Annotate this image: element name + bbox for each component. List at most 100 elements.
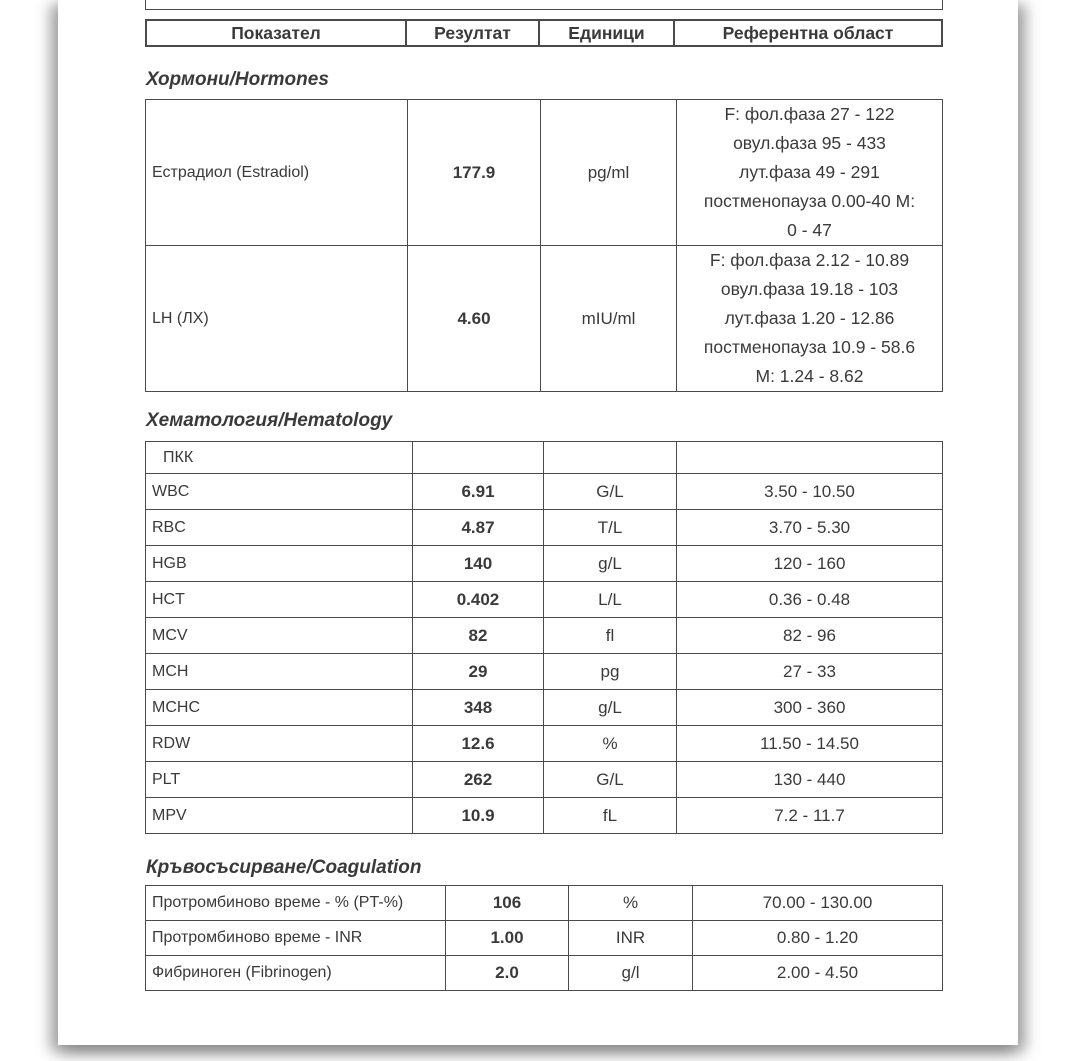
section-title-hematology: Хематология/Hematology — [146, 410, 393, 431]
units-cell: g/L — [543, 545, 677, 582]
empty-cell — [543, 441, 677, 474]
table-row-mchc: MCHC 348 g/L 300 - 360 — [145, 689, 943, 726]
hematology-table: ПКК WBC 6.91 G/L 3.50 - 10.50 RBC 4.87 T… — [145, 441, 943, 834]
result-cell: 82 — [412, 617, 544, 654]
reference-line: постменопауза 10.9 - 58.6 — [703, 337, 916, 357]
reference-line: F: фол.фаза 2.12 - 10.89 — [709, 250, 910, 270]
table-row-estradiol: Естрадиол (Estradiol) 177.9 pg/ml F: фол… — [145, 99, 943, 246]
hormones-table: Естрадиол (Estradiol) 177.9 pg/ml F: фол… — [145, 99, 943, 392]
result-cell: 1.00 — [445, 920, 569, 956]
result-cell: 2.0 — [445, 955, 569, 991]
reference-cell: 70.00 - 130.00 — [692, 885, 943, 921]
result-cell: 348 — [412, 689, 544, 726]
reference-line: лут.фаза 49 - 291 — [739, 162, 880, 182]
parameter-name-cell: LH (ЛХ) — [145, 245, 408, 392]
units-cell: G/L — [543, 473, 677, 510]
result-cell: 106 — [445, 885, 569, 921]
reference-cell: 120 - 160 — [676, 545, 943, 582]
reference-line: лут.фаза 1.20 - 12.86 — [724, 308, 895, 328]
parameter-name-cell: Протромбиново време - INR — [145, 920, 446, 956]
reference-line: постменопауза 0.00-40 М: — [703, 191, 916, 211]
table-row-group-pkk: ПКК — [145, 441, 943, 474]
table-row-hgb: HGB 140 g/L 120 - 160 — [145, 545, 943, 582]
table-row-rdw: RDW 12.6 % 11.50 - 14.50 — [145, 725, 943, 762]
reference-cell: F: фол.фаза 27 - 122 овул.фаза 95 - 433 … — [676, 99, 943, 246]
header-result: Резултат — [405, 19, 540, 47]
column-header-table: Показател Резултат Единици Референтна об… — [145, 19, 943, 47]
parameter-name-cell: HCT — [145, 581, 413, 618]
units-cell: pg/ml — [540, 99, 677, 246]
parameter-name-cell: HGB — [145, 545, 413, 582]
header-units: Единици — [538, 19, 675, 47]
table-row-mcv: MCV 82 fl 82 - 96 — [145, 617, 943, 654]
units-cell: L/L — [543, 581, 677, 618]
result-cell: 177.9 — [407, 99, 541, 246]
parameter-name-cell: Естрадиол (Estradiol) — [145, 99, 408, 246]
parameter-name-cell: RDW — [145, 725, 413, 762]
header-parameter: Показател — [145, 19, 407, 47]
table-row-pt-percent: Протромбиново време - % (PT-%) 106 % 70.… — [145, 885, 943, 921]
units-cell: pg — [543, 653, 677, 690]
reference-cell: 27 - 33 — [676, 653, 943, 690]
section-title-hormones: Хормони/Hormones — [146, 69, 329, 90]
table-row-lh: LH (ЛХ) 4.60 mIU/ml F: фол.фаза 2.12 - 1… — [145, 245, 943, 392]
parameter-name-cell: MCH — [145, 653, 413, 690]
reference-cell: 0.80 - 1.20 — [692, 920, 943, 956]
units-cell: T/L — [543, 509, 677, 546]
parameter-name-cell: MCV — [145, 617, 413, 654]
table-row-hct: HCT 0.402 L/L 0.36 - 0.48 — [145, 581, 943, 618]
reference-line: овул.фаза 19.18 - 103 — [720, 279, 899, 299]
report-content: Показател Резултат Единици Референтна об… — [145, 0, 943, 991]
parameter-name-cell: MCHC — [145, 689, 413, 726]
table-row-plt: PLT 262 G/L 130 - 440 — [145, 761, 943, 798]
units-cell: G/L — [543, 761, 677, 798]
result-cell: 29 — [412, 653, 544, 690]
header-reference: Референтна област — [673, 19, 943, 47]
empty-cell — [676, 441, 943, 474]
result-cell: 4.60 — [407, 245, 541, 392]
parameter-name-cell: Протромбиново време - % (PT-%) — [145, 885, 446, 921]
reference-line: овул.фаза 95 - 433 — [733, 133, 886, 153]
reference-line: F: фол.фаза 27 - 122 — [724, 104, 895, 124]
section-title-coagulation: Кръвосъсирване/Coagulation — [146, 857, 422, 878]
result-cell: 10.9 — [412, 797, 544, 834]
parameter-name-cell: PLT — [145, 761, 413, 798]
reference-cell: 11.50 - 14.50 — [676, 725, 943, 762]
reference-cell: 130 - 440 — [676, 761, 943, 798]
coagulation-table: Протромбиново време - % (PT-%) 106 % 70.… — [145, 885, 943, 991]
result-cell: 6.91 — [412, 473, 544, 510]
reference-cell: 82 - 96 — [676, 617, 943, 654]
parameter-name-cell: RBC — [145, 509, 413, 546]
header-row: Показател Резултат Единици Референтна об… — [145, 19, 943, 47]
parameter-name-cell: MPV — [145, 797, 413, 834]
table-row-pt-inr: Протромбиново време - INR 1.00 INR 0.80 … — [145, 920, 943, 956]
reference-line: 0 - 47 — [787, 220, 832, 240]
group-label-cell: ПКК — [145, 441, 413, 474]
units-cell: mIU/ml — [540, 245, 677, 392]
result-cell: 4.87 — [412, 509, 544, 546]
units-cell: fl — [543, 617, 677, 654]
units-cell: fL — [543, 797, 677, 834]
result-cell: 12.6 — [412, 725, 544, 762]
units-cell: g/l — [568, 955, 693, 991]
reference-line: М: 1.24 - 8.62 — [755, 366, 864, 386]
units-cell: g/L — [543, 689, 677, 726]
result-cell: 0.402 — [412, 581, 544, 618]
units-cell: % — [568, 885, 693, 921]
parameter-name-cell: Фибриноген (Fibrinogen) — [145, 955, 446, 991]
table-row-rbc: RBC 4.87 T/L 3.70 - 5.30 — [145, 509, 943, 546]
result-cell: 262 — [412, 761, 544, 798]
table-row-mpv: MPV 10.9 fL 7.2 - 11.7 — [145, 797, 943, 834]
reference-cell: F: фол.фаза 2.12 - 10.89 овул.фаза 19.18… — [676, 245, 943, 392]
reference-cell: 3.70 - 5.30 — [676, 509, 943, 546]
cropped-previous-row-edge — [145, 0, 943, 10]
result-cell: 140 — [412, 545, 544, 582]
reference-cell: 3.50 - 10.50 — [676, 473, 943, 510]
reference-cell: 2.00 - 4.50 — [692, 955, 943, 991]
reference-cell: 0.36 - 0.48 — [676, 581, 943, 618]
document-page: Показател Резултат Единици Референтна об… — [58, 0, 1018, 1045]
parameter-name-cell: WBC — [145, 473, 413, 510]
table-row-wbc: WBC 6.91 G/L 3.50 - 10.50 — [145, 473, 943, 510]
table-row-mch: MCH 29 pg 27 - 33 — [145, 653, 943, 690]
table-row-fibrinogen: Фибриноген (Fibrinogen) 2.0 g/l 2.00 - 4… — [145, 955, 943, 991]
